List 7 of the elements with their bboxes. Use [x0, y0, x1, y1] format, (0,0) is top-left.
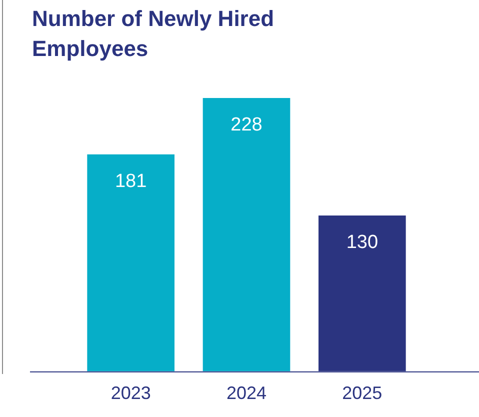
data-label: 130 [346, 232, 378, 254]
data-label: 228 [230, 114, 262, 136]
x-tick-label: 2023 [110, 383, 151, 404]
chart-title: Number of Newly Hired Employees [32, 5, 276, 63]
x-tick-label: 2025 [342, 383, 382, 404]
data-label: 181 [114, 171, 147, 192]
x-tick-label: 2024 [226, 383, 267, 404]
